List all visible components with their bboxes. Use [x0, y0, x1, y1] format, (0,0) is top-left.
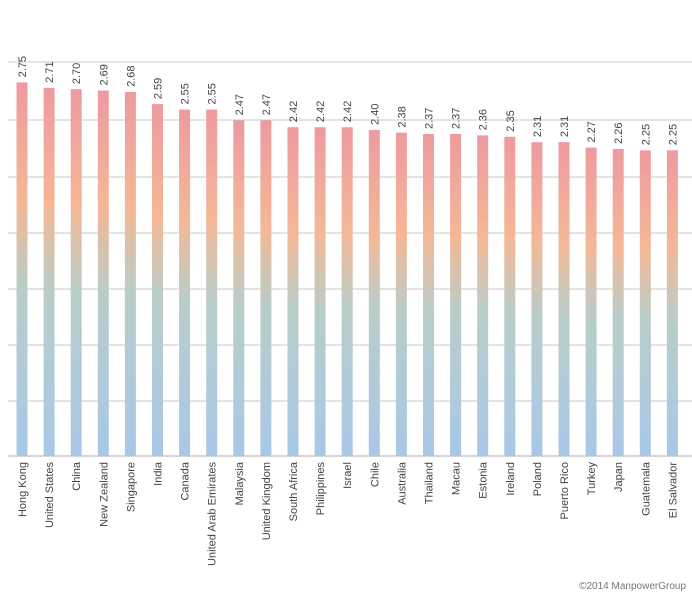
category-label: Australia: [396, 461, 408, 505]
category-label: Israel: [342, 462, 354, 489]
value-label: 2.35: [505, 110, 517, 131]
value-label: 2.27: [586, 121, 598, 142]
bar: [558, 142, 570, 456]
bar: [368, 129, 380, 456]
value-label: 2.31: [559, 116, 571, 137]
value-label: 2.36: [478, 109, 490, 130]
value-label: 2.68: [125, 65, 137, 86]
category-label: El Salvador: [667, 462, 679, 519]
bar: [341, 127, 353, 456]
value-label: 2.55: [180, 83, 192, 104]
category-label: Malaysia: [234, 461, 246, 505]
value-labels: 2.75 2.71 2.70 2.69 2.68 2.59 2.55 2.55 2.47 2.47…: [17, 56, 679, 145]
value-label: 2.25: [667, 124, 679, 145]
bar: [287, 127, 299, 456]
bar: [585, 147, 597, 456]
category-label: China: [71, 461, 83, 491]
value-label: 2.40: [369, 104, 381, 125]
bar: [124, 91, 136, 457]
category-labels: Hong Kong United States China New Zealand Si…: [17, 461, 679, 566]
value-label: 2.47: [261, 94, 273, 115]
category-label: Turkey: [586, 462, 598, 496]
category-label: Macau: [451, 462, 463, 495]
bar: [504, 136, 516, 457]
value-label: 2.26: [613, 123, 625, 144]
value-label: 2.37: [424, 108, 436, 129]
bar: [314, 127, 326, 456]
category-label: Japan: [613, 462, 625, 492]
value-label: 2.25: [640, 124, 652, 145]
category-label: Puerto Rico: [559, 462, 571, 519]
bar: [70, 89, 82, 456]
bar: [16, 82, 28, 457]
bar: [395, 132, 407, 457]
credit-text: ©2014 ManpowerGroup: [579, 581, 686, 592]
category-label: Chile: [369, 462, 381, 487]
bar: [97, 90, 109, 456]
category-label: Singapore: [125, 462, 137, 512]
value-label: 2.42: [342, 101, 354, 122]
value-label: 2.71: [44, 61, 56, 82]
bar: [233, 120, 245, 457]
value-label: 2.75: [17, 56, 29, 77]
value-label: 2.69: [98, 64, 110, 85]
bar: [152, 104, 163, 456]
bars: [16, 82, 678, 457]
value-label: 2.31: [532, 116, 544, 137]
value-label: 2.42: [315, 101, 327, 122]
value-label: 2.47: [234, 94, 246, 115]
category-label: United Kingdom: [261, 462, 273, 540]
value-label: 2.70: [71, 63, 83, 84]
bar: [179, 109, 191, 456]
category-label: Estonia: [478, 461, 490, 499]
category-label: United States: [44, 462, 56, 529]
bar: [43, 87, 55, 457]
value-label: 2.38: [396, 106, 408, 127]
category-label: New Zealand: [98, 462, 110, 527]
category-label: South Africa: [288, 461, 300, 521]
category-label: Thailand: [424, 462, 436, 504]
category-label: Poland: [532, 462, 544, 496]
category-label: Guatemala: [640, 461, 652, 516]
category-label: United Arab Emirates: [207, 462, 219, 566]
category-label: Ireland: [505, 462, 517, 496]
bar: [666, 150, 678, 456]
bar: [423, 134, 434, 456]
category-label: Philippines: [315, 462, 327, 516]
value-label: 2.37: [451, 108, 463, 129]
bar: [450, 134, 462, 456]
category-label: Canada: [180, 461, 192, 500]
bar: [260, 120, 272, 457]
category-label: Hong Kong: [17, 462, 29, 517]
value-label: 2.42: [288, 101, 300, 122]
value-label: 2.55: [207, 83, 219, 104]
value-label: 2.59: [153, 78, 165, 99]
category-label: India: [153, 461, 165, 486]
bar: [206, 109, 218, 456]
bar: [531, 142, 543, 456]
bar: [477, 135, 489, 456]
bar: [612, 148, 624, 456]
bar: [639, 150, 651, 456]
